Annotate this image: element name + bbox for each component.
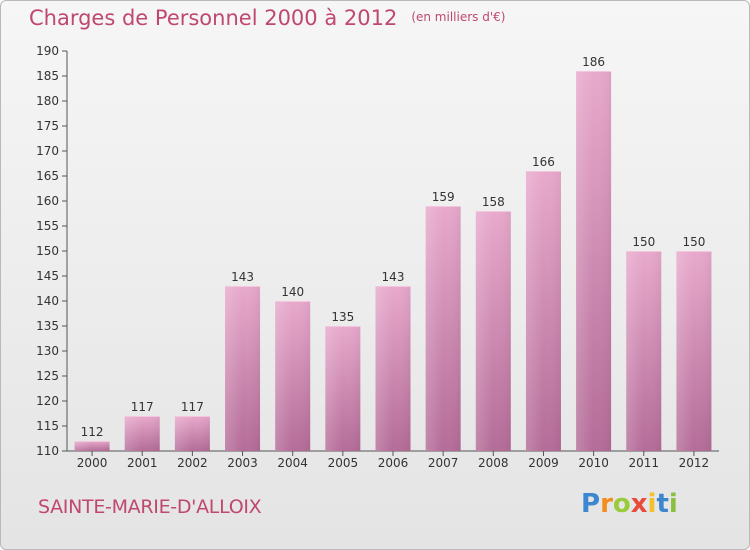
x-tick-label: 2009 xyxy=(528,456,559,470)
x-tick-label: 2005 xyxy=(328,456,359,470)
bar-shine-2011 xyxy=(626,251,662,451)
y-tick-label: 180 xyxy=(36,94,59,108)
bar-shine-2008 xyxy=(475,211,511,451)
x-tick-label: 2007 xyxy=(428,456,459,470)
logo-letter: i xyxy=(668,489,678,519)
x-tick-label: 2002 xyxy=(177,456,208,470)
axes: 110 115 120 125 130 135 140 145 150 155 160 165 170 1… xyxy=(36,44,719,470)
bar-shine-2007 xyxy=(425,206,461,451)
y-tick-label: 120 xyxy=(36,394,59,408)
x-tick-label: 2004 xyxy=(277,456,308,470)
value-label: 150 xyxy=(682,235,705,249)
y-tick-label: 185 xyxy=(36,69,59,83)
commune-name: SAINTE-MARIE-D'ALLOIX xyxy=(38,496,262,518)
y-tick-label: 140 xyxy=(36,294,59,308)
value-label: 112 xyxy=(81,425,104,439)
logo-letter: P xyxy=(581,489,601,519)
y-tick-label: 130 xyxy=(36,344,59,358)
y-tick-label: 155 xyxy=(36,219,59,233)
value-label: 117 xyxy=(131,400,154,414)
y-tick-label: 160 xyxy=(36,194,59,208)
value-label: 143 xyxy=(231,270,254,284)
bar-shine-2005 xyxy=(325,326,361,451)
y-tick-label: 115 xyxy=(36,419,59,433)
x-tick-label: 2011 xyxy=(628,456,659,470)
value-label: 143 xyxy=(382,270,405,284)
logo-letter: x xyxy=(630,489,648,519)
value-label: 159 xyxy=(432,190,455,204)
value-label: 140 xyxy=(281,285,304,299)
value-labels: 112 117 117 143 140 135 143 159 158 166 186 150 150 xyxy=(81,55,706,439)
x-tick-label: 2010 xyxy=(578,456,609,470)
bar-shine-2003 xyxy=(225,286,261,451)
bar-shine-2009 xyxy=(525,171,561,451)
bar-shine-2002 xyxy=(174,416,210,451)
logo-letter: r xyxy=(600,489,613,519)
title-line: Charges de Personnel 2000 à 2012 (en mill… xyxy=(29,6,505,30)
x-tick-label: 2006 xyxy=(378,456,409,470)
logo-letter: o xyxy=(612,489,631,519)
logo-letter: i xyxy=(647,489,657,519)
value-label: 117 xyxy=(181,400,204,414)
bar-shine-2010 xyxy=(576,71,612,451)
bar-shine-2006 xyxy=(375,286,411,451)
x-tick-label: 2000 xyxy=(77,456,108,470)
y-tick-label: 165 xyxy=(36,169,59,183)
proxiti-logo: Proxiti xyxy=(581,489,678,519)
bar-shine-2001 xyxy=(124,416,160,451)
y-tick-label: 190 xyxy=(36,44,59,58)
x-tick-label: 2008 xyxy=(478,456,509,470)
bar-shine-2012 xyxy=(676,251,712,451)
value-label: 158 xyxy=(482,195,505,209)
chart-title: Charges de Personnel 2000 à 2012 xyxy=(29,6,398,30)
bar-shine-2004 xyxy=(275,301,311,451)
y-tick-label: 125 xyxy=(36,369,59,383)
value-label: 166 xyxy=(532,155,555,169)
value-label: 135 xyxy=(331,310,354,324)
y-tick-label: 135 xyxy=(36,319,59,333)
y-tick-label: 170 xyxy=(36,144,59,158)
y-tick-label: 145 xyxy=(36,269,59,283)
logo-letter: t xyxy=(656,489,669,519)
y-tick-label: 175 xyxy=(36,119,59,133)
chart-subtitle: (en milliers d'€) xyxy=(411,10,506,24)
value-label: 150 xyxy=(632,235,655,249)
x-tick-label: 2001 xyxy=(127,456,158,470)
x-tick-label: 2003 xyxy=(227,456,258,470)
bar-shine-2000 xyxy=(74,441,110,451)
x-tick-label: 2012 xyxy=(679,456,710,470)
y-tick-label: 150 xyxy=(36,244,59,258)
value-label: 186 xyxy=(582,55,605,69)
y-tick-label: 110 xyxy=(36,444,59,458)
bars xyxy=(74,71,712,451)
